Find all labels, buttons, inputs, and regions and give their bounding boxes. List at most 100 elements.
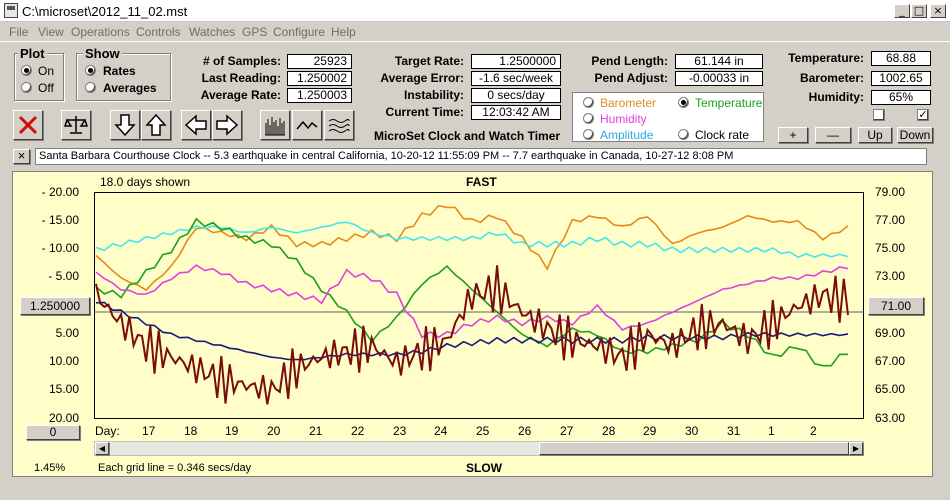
series-line-3 (95, 264, 849, 339)
plot-group-title: Plot (18, 46, 47, 61)
x-tick: 1 (768, 424, 775, 438)
x-tick: 19 (225, 424, 239, 438)
amplitude-radio[interactable] (583, 129, 594, 140)
menu-configure[interactable]: Configure (273, 25, 326, 39)
scroll-thumb[interactable] (539, 442, 849, 455)
barometer-option[interactable]: Barometer (600, 96, 657, 110)
show-rates-radio[interactable] (85, 65, 96, 76)
close-button[interactable]: × (930, 4, 946, 18)
plot-off-label[interactable]: Off (38, 81, 54, 95)
balance-scale-icon (64, 116, 88, 134)
target-rate-value[interactable]: 1.2500000 (471, 54, 561, 69)
right-checkbox[interactable]: ✓ (917, 109, 929, 121)
horizontal-scrollbar[interactable]: ◀ ▶ (94, 441, 864, 456)
menu-gps[interactable]: GPS (242, 25, 268, 39)
show-group (76, 53, 171, 101)
left-axis-tick: - 5.00 (48, 269, 79, 283)
humidity-value: 65% (871, 90, 931, 105)
left-axis-tick: 15.00 (48, 382, 79, 396)
right-axis-tick: 77.00 (875, 213, 906, 227)
x-tick: 21 (309, 424, 323, 438)
pend-adjust-value: -0.00033 in (675, 71, 763, 86)
sensor-select-box (572, 92, 764, 142)
x-tick: 2 (810, 424, 817, 438)
ticker-close-button[interactable]: × (13, 149, 30, 164)
scroll-right-button[interactable]: ▶ (849, 442, 863, 455)
target-rate-label: Target Rate: (394, 54, 464, 68)
scroll-left-button[interactable]: ◀ (95, 442, 109, 455)
red-x-icon (18, 115, 38, 135)
last-reading-label: Last Reading: (201, 71, 281, 85)
instability-value: 0 secs/day (471, 88, 561, 103)
show-rates-label[interactable]: Rates (103, 64, 136, 78)
barometer-radio[interactable] (583, 97, 594, 108)
average-rate-label: Average Rate: (200, 88, 281, 102)
plot-on-label[interactable]: On (38, 64, 55, 78)
temperature-radio[interactable] (678, 97, 689, 108)
instability-label: Instability: (403, 88, 464, 102)
window-title: C:\microset\2012_11_02.mst (22, 4, 188, 19)
humidity-radio[interactable] (583, 113, 594, 124)
humidity-label: Humidity: (808, 90, 864, 104)
right-axis-tick: 67.00 (875, 354, 906, 368)
right-center-value-button[interactable]: 71.00 (868, 297, 924, 315)
left-checkbox[interactable] (873, 109, 885, 121)
maximize-button[interactable]: □ (911, 4, 927, 18)
temperature-option[interactable]: Temperature (695, 96, 763, 110)
arrow-left-button[interactable] (181, 110, 211, 140)
x-tick: 24 (434, 424, 448, 438)
scale-up-button[interactable]: Up (858, 127, 892, 143)
scale-minus-button[interactable]: — (815, 127, 851, 143)
line-graph-button[interactable] (292, 110, 322, 140)
scale-plus-button[interactable]: + (778, 127, 808, 143)
left-axis-tick: 5.00 (55, 326, 79, 340)
arrow-right-button[interactable] (212, 110, 242, 140)
series-line-5 (95, 265, 849, 405)
x-tick: 28 (602, 424, 616, 438)
series-line-4 (95, 301, 849, 361)
series-line-0 (95, 204, 849, 292)
x-tick: 29 (643, 424, 657, 438)
show-averages-label[interactable]: Averages (103, 81, 157, 95)
day-label: Day: (95, 424, 120, 438)
scale-down-button[interactable]: Down (897, 127, 933, 143)
chart-plot-area (94, 192, 864, 419)
plot-on-radio[interactable] (21, 65, 32, 76)
pend-adjust-label: Pend Adjust: (594, 71, 668, 85)
samples-value: 25923 (287, 54, 352, 69)
show-averages-radio[interactable] (85, 82, 96, 93)
menu-controls[interactable]: Controls (136, 25, 181, 39)
clear-button[interactable] (13, 110, 43, 140)
humidity-option[interactable]: Humidity (600, 112, 647, 126)
arrow-up-button[interactable] (141, 110, 171, 140)
menu-bar: File View Operations Controls Watches GP… (0, 22, 950, 42)
menu-help[interactable]: Help (331, 25, 356, 39)
pend-length-label: Pend Length: (591, 54, 668, 68)
app-icon[interactable] (4, 3, 18, 18)
menu-watches[interactable]: Watches (189, 25, 236, 39)
left-bottom-value-button[interactable]: 0 (26, 425, 80, 440)
clockrate-radio[interactable] (678, 129, 689, 140)
center-value-button[interactable]: 1.250000 (20, 297, 90, 315)
minimize-button[interactable]: _ (894, 4, 910, 18)
last-reading-value: 1.250002 (287, 71, 352, 86)
menu-file[interactable]: File (9, 25, 29, 39)
pend-length-value: 61.144 in (675, 54, 763, 69)
temperature-label: Temperature: (788, 51, 864, 65)
arrow-down-icon (114, 114, 136, 137)
clockrate-option[interactable]: Clock rate (695, 128, 750, 142)
amplitude-option[interactable]: Amplitude (600, 128, 654, 142)
arrow-left-icon (184, 114, 207, 136)
balance-button[interactable] (61, 110, 91, 140)
wave-graph-button[interactable] (324, 110, 354, 140)
fast-label: FAST (466, 175, 497, 189)
title-bar: C:\microset\2012_11_02.mst _ □ × (0, 0, 950, 22)
x-tick: 17 (142, 424, 156, 438)
x-tick: 31 (727, 424, 741, 438)
menu-operations[interactable]: Operations (71, 25, 130, 39)
bar-graph-button[interactable] (260, 110, 290, 140)
arrow-down-button[interactable] (110, 110, 140, 140)
arrow-right-icon (216, 114, 239, 136)
menu-view[interactable]: View (38, 25, 64, 39)
plot-off-radio[interactable] (21, 82, 32, 93)
